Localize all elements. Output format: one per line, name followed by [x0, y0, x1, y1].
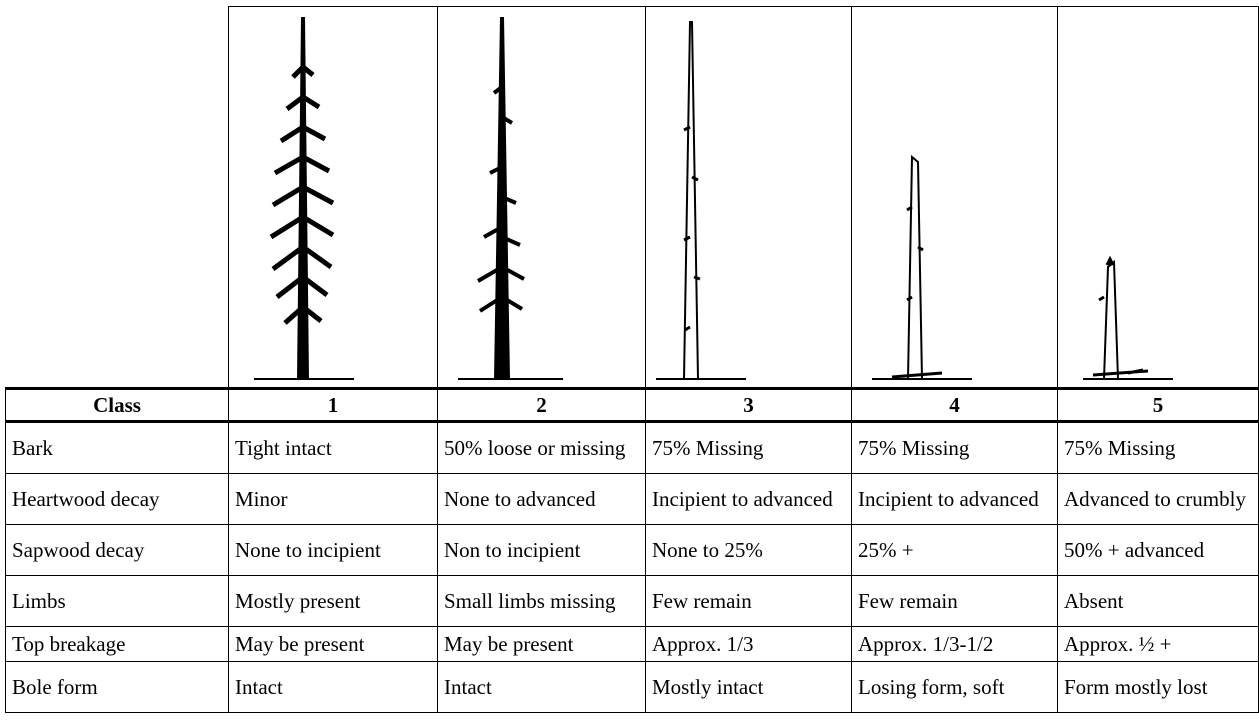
illustration-row — [6, 7, 1259, 389]
table-cell: Advanced to crumbly — [1058, 474, 1259, 525]
row-label: Limbs — [6, 576, 229, 627]
tree-illustration — [646, 7, 851, 387]
document: {"table":{"header":["Class","1","2","3",… — [0, 0, 1259, 721]
table-cell: Absent — [1058, 576, 1259, 627]
row-label: Heartwood decay — [6, 474, 229, 525]
table-cell: Minor — [229, 474, 438, 525]
table-cell: 50% + advanced — [1058, 525, 1259, 576]
header-cell: 5 — [1058, 389, 1259, 422]
row-label: Top breakage — [6, 627, 229, 662]
tree-illustration — [852, 7, 1057, 387]
header-cell: Class — [6, 389, 229, 422]
table-cell: Incipient to advanced — [646, 474, 852, 525]
row-label: Sapwood decay — [6, 525, 229, 576]
header-cell: 2 — [438, 389, 646, 422]
table-cell: None to incipient — [229, 525, 438, 576]
table-cell: Tight intact — [229, 422, 438, 474]
table-cell: 75% Missing — [646, 422, 852, 474]
tree-illustration — [438, 7, 645, 387]
table-cell: Losing form, soft — [852, 662, 1058, 713]
row-label: Bark — [6, 422, 229, 474]
table-cell: Few remain — [852, 576, 1058, 627]
table-cell: Approx. ½ + — [1058, 627, 1259, 662]
tree-illustration — [1058, 7, 1258, 387]
table-cell: Mostly intact — [646, 662, 852, 713]
table-cell: Mostly present — [229, 576, 438, 627]
table-cell: Intact — [229, 662, 438, 713]
table-cell: Small limbs missing — [438, 576, 646, 627]
page: body { margin: 0; width: 1259px; height:… — [0, 0, 1259, 721]
header-cell: 3 — [646, 389, 852, 422]
table-cell: May be present — [438, 627, 646, 662]
table-cell: May be present — [229, 627, 438, 662]
table-cell: 75% Missing — [852, 422, 1058, 474]
table-cell: 25% + — [852, 525, 1058, 576]
header-cell: 1 — [229, 389, 438, 422]
header-cell: 4 — [852, 389, 1058, 422]
table-cell: Non to incipient — [438, 525, 646, 576]
table-cell: Incipient to advanced — [852, 474, 1058, 525]
table-cell: Intact — [438, 662, 646, 713]
table-cell: None to advanced — [438, 474, 646, 525]
table-cell: Form mostly lost — [1058, 662, 1259, 713]
table-cell: Few remain — [646, 576, 852, 627]
table-cell: 50% loose or missing — [438, 422, 646, 474]
table-cell: Approx. 1/3-1/2 — [852, 627, 1058, 662]
table-cell: 75% Missing — [1058, 422, 1259, 474]
row-label: Bole form — [6, 662, 229, 713]
table-cell: Approx. 1/3 — [646, 627, 852, 662]
tree-illustration — [229, 7, 437, 387]
table-cell: None to 25% — [646, 525, 852, 576]
